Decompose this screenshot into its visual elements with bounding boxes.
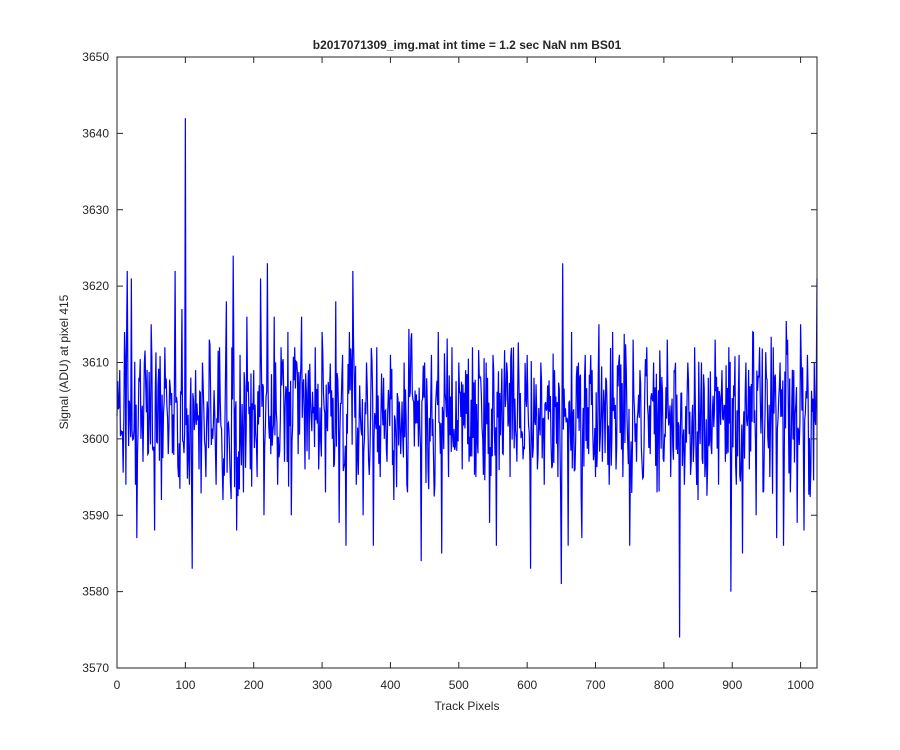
series-line: [116, 118, 818, 638]
y-tick-label: 3600: [82, 432, 109, 446]
x-tick-label: 0: [114, 678, 121, 692]
x-axis-label: Track Pixels: [435, 699, 500, 713]
y-tick-label: 3590: [82, 508, 109, 522]
x-tick-label: 600: [517, 678, 537, 692]
plot-area: [116, 118, 818, 638]
x-tick-label: 700: [586, 678, 606, 692]
x-tick-label: 200: [244, 678, 264, 692]
y-tick-label: 3570: [82, 661, 109, 675]
y-tick-label: 3630: [82, 203, 109, 217]
x-tick-label: 800: [654, 678, 674, 692]
axes-background: [117, 57, 817, 668]
x-tick-label: 400: [380, 678, 400, 692]
x-tick-label: 900: [722, 678, 742, 692]
y-tick-label: 3620: [82, 279, 109, 293]
y-tick-label: 3610: [82, 356, 109, 370]
x-tick-label: 1000: [787, 678, 814, 692]
chart-title: b2017071309_img.mat int time = 1.2 sec N…: [313, 38, 622, 52]
y-tick-label: 3640: [82, 126, 109, 140]
x-tick-label: 100: [175, 678, 195, 692]
x-tick-label: 500: [449, 678, 469, 692]
y-axis: 3570 3580 3590 3600 3610 3620 3630 3640 3650: [82, 50, 817, 675]
y-tick-label: 3650: [82, 50, 109, 64]
x-tick-label: 300: [312, 678, 332, 692]
y-tick-label: 3580: [82, 585, 109, 599]
x-axis: 0 100 200 300 400 500 600 700 800 900 1000: [114, 57, 814, 692]
y-axis-label: Signal (ADU) at pixel 415: [57, 294, 71, 429]
